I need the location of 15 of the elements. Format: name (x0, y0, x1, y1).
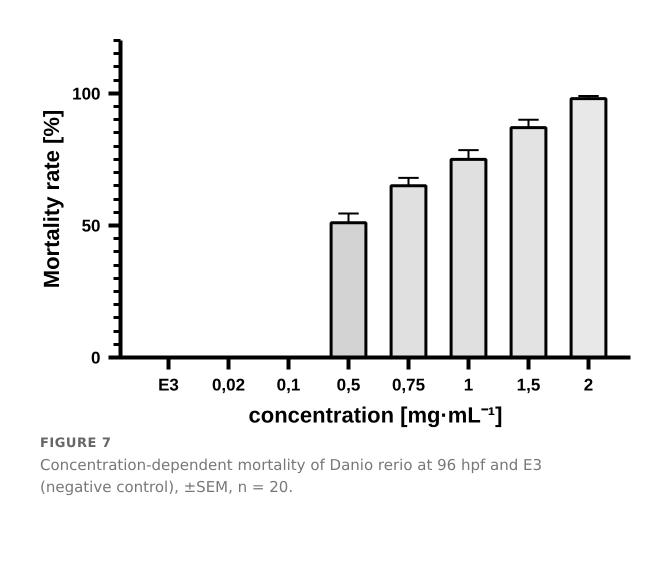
x-tick-label: E3 (158, 376, 179, 394)
x-tick-label: 0,5 (336, 376, 360, 394)
y-axis-title: Mortality rate [%] (39, 110, 64, 288)
text: Concentration-dependent mortality of Danio rerio at 96 hpf and E3 (negative control), ±SEM, n = 20. (40, 454, 544, 498)
y-tick-label: 50 (82, 216, 101, 236)
x-tick-label: 1,5 (516, 376, 540, 394)
caption: FIGURE 7 (40, 435, 112, 453)
x-tick-label: 1 (464, 376, 474, 394)
x-tick-label: 0,1 (276, 376, 300, 394)
y-tick-label: 0 (91, 348, 101, 368)
x-tick-label: 0,02 (212, 376, 246, 394)
x-axis-title: concentration [mg·mL⁻¹] (248, 402, 502, 428)
y-tick-label: 100 (72, 84, 101, 104)
x-tick-label: 2 (584, 376, 594, 394)
x-tick-label: 0,75 (392, 376, 426, 394)
